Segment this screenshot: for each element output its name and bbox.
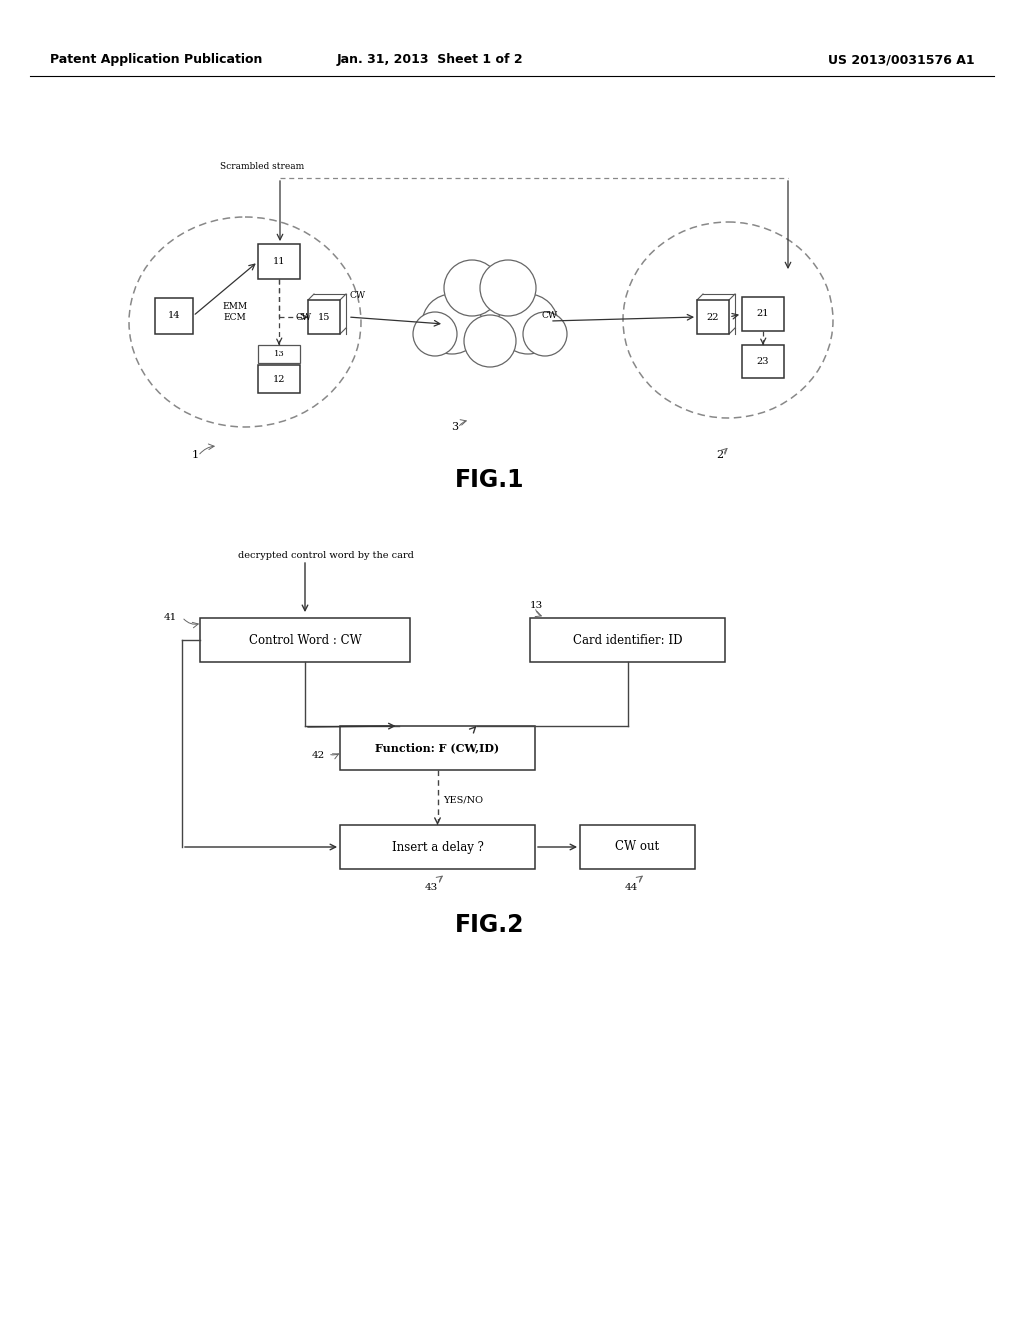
Bar: [580, 825, 695, 869]
Text: Insert a delay ?: Insert a delay ?: [391, 841, 483, 854]
Text: EMM
ECM: EMM ECM: [222, 302, 248, 322]
Circle shape: [422, 294, 482, 354]
Text: 22: 22: [707, 313, 719, 322]
Text: Jan. 31, 2013  Sheet 1 of 2: Jan. 31, 2013 Sheet 1 of 2: [337, 54, 523, 66]
Bar: [258, 366, 300, 393]
Bar: [308, 300, 340, 334]
Text: 41: 41: [164, 614, 177, 623]
Text: 11: 11: [272, 257, 286, 267]
Bar: [742, 345, 784, 378]
Bar: [340, 726, 535, 770]
Text: Patent Application Publication: Patent Application Publication: [50, 54, 262, 66]
Circle shape: [449, 275, 532, 358]
Text: 44: 44: [625, 883, 638, 891]
Text: CW: CW: [350, 292, 367, 301]
Circle shape: [444, 260, 500, 315]
Text: 1: 1: [191, 450, 199, 459]
Text: Control Word : CW: Control Word : CW: [249, 634, 361, 647]
Text: 42: 42: [311, 751, 325, 760]
Text: 21: 21: [757, 309, 769, 318]
Text: Function: F (CW,ID): Function: F (CW,ID): [376, 742, 500, 754]
Text: 13: 13: [273, 350, 285, 358]
Bar: [742, 297, 784, 331]
Bar: [530, 618, 725, 663]
Bar: [200, 618, 410, 663]
Bar: [340, 825, 535, 869]
Text: YES/NO: YES/NO: [443, 796, 483, 804]
Text: CW: CW: [542, 312, 558, 321]
Text: FIG.2: FIG.2: [456, 913, 524, 937]
Text: 13: 13: [530, 601, 544, 610]
Text: 15: 15: [317, 313, 330, 322]
Ellipse shape: [129, 216, 361, 426]
Text: 12: 12: [272, 375, 286, 384]
Circle shape: [480, 260, 536, 315]
Circle shape: [464, 315, 516, 367]
Text: 43: 43: [424, 883, 437, 891]
Bar: [155, 298, 193, 334]
Text: 23: 23: [757, 356, 769, 366]
Text: CW: CW: [296, 313, 312, 322]
Text: 2: 2: [717, 450, 724, 459]
Text: 14: 14: [168, 312, 180, 321]
Bar: [258, 244, 300, 279]
Text: 3: 3: [452, 422, 459, 432]
Circle shape: [498, 294, 558, 354]
Text: Card identifier: ID: Card identifier: ID: [572, 634, 682, 647]
Ellipse shape: [623, 222, 833, 418]
Text: CW out: CW out: [615, 841, 659, 854]
Circle shape: [523, 312, 567, 356]
Text: US 2013/0031576 A1: US 2013/0031576 A1: [828, 54, 975, 66]
Text: Scrambled stream: Scrambled stream: [220, 162, 304, 172]
Bar: [258, 345, 300, 363]
Circle shape: [413, 312, 457, 356]
Text: FIG.1: FIG.1: [456, 469, 524, 492]
Text: decrypted control word by the card: decrypted control word by the card: [238, 552, 414, 561]
Bar: [697, 300, 729, 334]
